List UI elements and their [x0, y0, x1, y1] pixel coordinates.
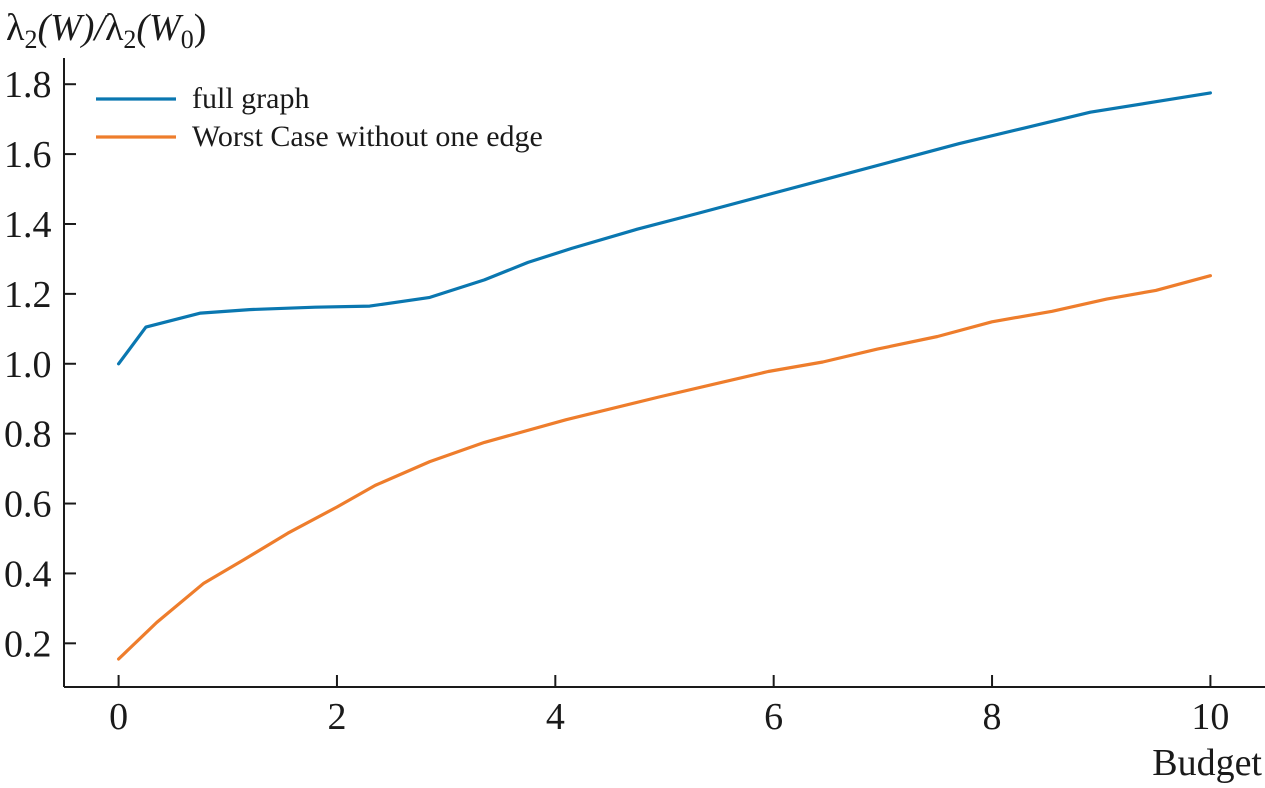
y-tick-label: 0.6 — [4, 484, 52, 526]
x-tick-label: 4 — [546, 696, 565, 738]
y-axis-title-subscript-0: 0 — [181, 25, 194, 54]
y-axis-title-w-part: (W)/ — [37, 7, 108, 49]
y-axis-title-subscript-2b: 2 — [123, 25, 136, 54]
x-axis-ticks: 0 2 4 6 8 10 — [109, 675, 1229, 738]
y-tick-label: 1.0 — [4, 344, 52, 386]
y-axis-title-lambda-2: λ — [105, 7, 124, 49]
y-tick-label: 0.2 — [4, 623, 52, 665]
y-axis-ticks: 0.2 0.4 0.6 0.8 1.0 1.2 1.4 1.6 1.8 — [4, 64, 76, 665]
x-tick-label: 2 — [327, 696, 346, 738]
x-tick-label: 0 — [109, 696, 128, 738]
series-line-1 — [116, 91, 1213, 366]
legend-label-1: full graph — [192, 82, 309, 115]
y-tick-label: 0.4 — [4, 553, 52, 595]
y-tick-label: 1.4 — [4, 204, 52, 246]
y-axis-title: λ2(W)/λ2(W0) — [6, 7, 206, 54]
y-tick-label: 1.8 — [4, 64, 52, 106]
x-tick-label: 6 — [764, 696, 783, 738]
y-tick-label: 1.6 — [4, 134, 52, 176]
series-line-2 — [116, 274, 1213, 661]
y-axis-title-close: ) — [194, 7, 207, 49]
y-axis-title-subscript-2: 2 — [24, 25, 37, 54]
legend: full graph Worst Case without one edge — [96, 82, 543, 153]
y-axis-title-lambda: λ — [6, 7, 25, 49]
x-tick-label: 8 — [983, 696, 1002, 738]
legend-label-2: Worst Case without one edge — [192, 120, 543, 153]
y-tick-label: 0.8 — [4, 414, 52, 456]
y-tick-label: 1.2 — [4, 274, 52, 316]
x-axis-title: Budget — [1152, 742, 1262, 784]
x-tick-label: 10 — [1191, 696, 1229, 738]
series-layer — [116, 91, 1213, 661]
y-axis-title-w0-part: (W — [136, 7, 184, 49]
